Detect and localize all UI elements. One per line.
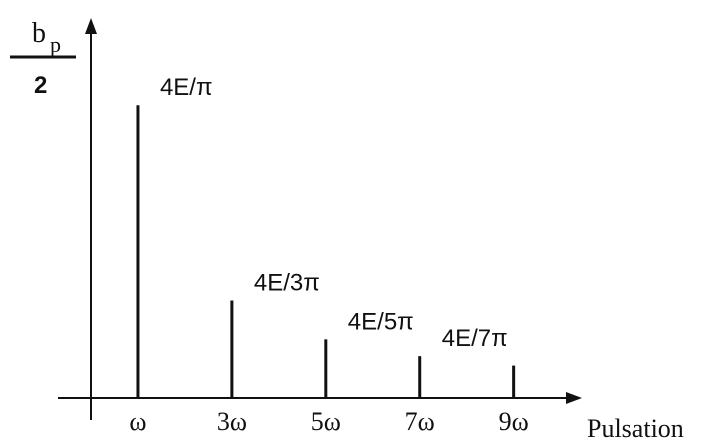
x-tick-label: ω	[129, 407, 146, 436]
chart-marks: ω 4E/π 3ω 4E/3π 5ω 4E/5π 7ω 4E/7π 9ω	[129, 74, 528, 436]
data-label: 4E/7π	[442, 325, 508, 352]
y-label-subscript: p	[50, 32, 61, 57]
data-label: 4E/5π	[348, 308, 414, 335]
x-axis-label: Pulsation	[587, 414, 684, 443]
y-label-numerator: b	[32, 18, 46, 49]
y-label-denominator: 2	[34, 72, 47, 99]
x-tick-label: 9ω	[499, 407, 529, 436]
y-axis-label: b p 2	[10, 18, 76, 99]
x-axis-arrow-icon	[566, 392, 582, 404]
x-tick-label: 3ω	[217, 407, 247, 436]
x-tick-label: 5ω	[311, 407, 341, 436]
y-axis-arrow-icon	[85, 18, 97, 34]
data-label: 4E/π	[160, 74, 213, 101]
data-label: 4E/3π	[254, 269, 320, 296]
x-tick-label: 7ω	[405, 407, 435, 436]
